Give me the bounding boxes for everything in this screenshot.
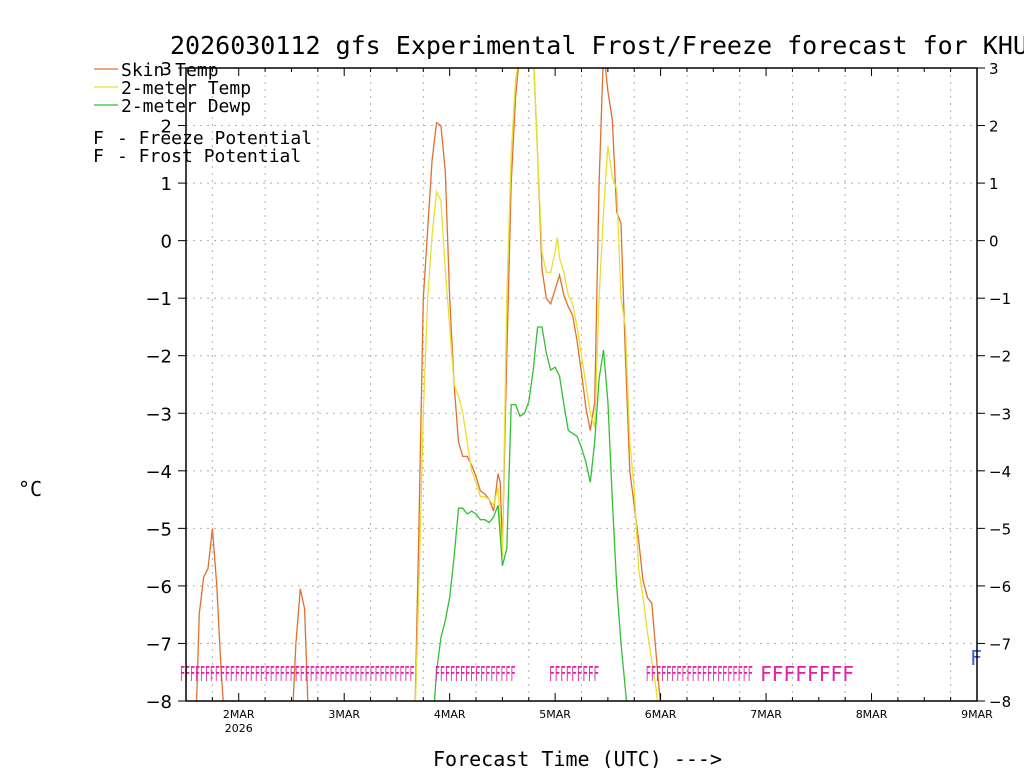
freeze-potential-run: FFFFFFFFFFFFFFFFFFFFF bbox=[646, 662, 753, 686]
x-tick-label: 7MAR bbox=[750, 708, 782, 721]
y-tick-label: −6 bbox=[145, 577, 172, 598]
x-tick-label: 9MAR bbox=[961, 708, 993, 721]
y-tick-label: −1 bbox=[145, 289, 172, 310]
y-tick-label-right: −1 bbox=[989, 290, 1011, 308]
y-tick-label: 3 bbox=[161, 59, 172, 80]
y-tick-label-right: −6 bbox=[989, 578, 1011, 596]
freeze-potential-run: FFFFFFFFFFFFFFFFFFFFFFFFFFFFFFFFFFFFFFFF… bbox=[180, 662, 415, 686]
grid-lines bbox=[186, 68, 977, 701]
y-tick-label-right: 3 bbox=[989, 60, 999, 78]
series-group bbox=[195, 68, 661, 701]
y-tick-label: −7 bbox=[145, 634, 172, 655]
legend-potential-label: - Freeze Potential bbox=[117, 128, 312, 149]
y-tick-label: 0 bbox=[161, 232, 172, 253]
series-line-2-meter-temp bbox=[414, 68, 658, 701]
legend-potential-letter: F bbox=[93, 128, 104, 149]
freeze-potential-run: FFFFFFFFF bbox=[549, 662, 599, 686]
y-tick-label: −5 bbox=[145, 519, 172, 540]
y-tick-label-right: −7 bbox=[989, 635, 1011, 653]
legend-potential-label: - Frost Potential bbox=[117, 146, 301, 167]
x-axis-label: Forecast Time (UTC) ---> bbox=[433, 747, 722, 768]
legend-label: Skin Temp bbox=[121, 60, 219, 81]
x-tick-label: 2MAR bbox=[223, 708, 255, 721]
y-tick-label: 2 bbox=[161, 117, 172, 138]
chart-title: 2026030112 gfs Experimental Frost/Freeze… bbox=[170, 31, 1024, 60]
x-tick-sublabel: 2026 bbox=[225, 722, 253, 735]
freeze-potential-run: FFFFFFFFFFFFFFFF bbox=[435, 662, 516, 686]
x-tick-label: 4MAR bbox=[434, 708, 466, 721]
y-tick-label: 1 bbox=[161, 174, 172, 195]
x-tick-label: 8MAR bbox=[856, 708, 888, 721]
legend-label: 2-meter Dewp bbox=[121, 96, 251, 117]
y-tick-label-right: 1 bbox=[989, 175, 999, 193]
y-tick-label-right: −5 bbox=[989, 520, 1011, 538]
y-tick-label: −3 bbox=[145, 404, 172, 425]
y-tick-label-right: −3 bbox=[989, 405, 1011, 423]
y-tick-label: −4 bbox=[145, 462, 172, 483]
y-tick-label: −2 bbox=[145, 347, 172, 368]
x-tick-label: 5MAR bbox=[539, 708, 571, 721]
y-axis-label: °C bbox=[18, 477, 42, 501]
y-tick-label: −8 bbox=[145, 692, 172, 713]
y-tick-label-right: −8 bbox=[989, 693, 1011, 711]
x-tick-label: 6MAR bbox=[645, 708, 677, 721]
potential-marks: FFFFFFFFFFFFFFFFFFFFFFFFFFFFFFFFFFFFFFFF… bbox=[180, 646, 982, 686]
y-tick-label-right: 2 bbox=[989, 118, 999, 136]
legend-potential-letter: F bbox=[93, 146, 104, 167]
legend-label: 2-meter Temp bbox=[121, 78, 251, 99]
y-tick-label-right: −2 bbox=[989, 348, 1011, 366]
x-tick-label: 3MAR bbox=[328, 708, 360, 721]
frost-potential-mark: F bbox=[970, 646, 982, 670]
y-tick-label-right: −4 bbox=[989, 463, 1011, 481]
y-tick-label-right: 0 bbox=[989, 233, 999, 251]
freeze-potential-run: FFFFFFFF bbox=[760, 662, 854, 686]
series-line-2-meter-dewp bbox=[433, 326, 628, 701]
y-ticks: 3 3 2 2 1 1 0 0 −1 −1 −2 −2 −3 −3 −4 −4 −5 −5 −6 −6 −7 −7 −8 −8 bbox=[145, 59, 1011, 713]
